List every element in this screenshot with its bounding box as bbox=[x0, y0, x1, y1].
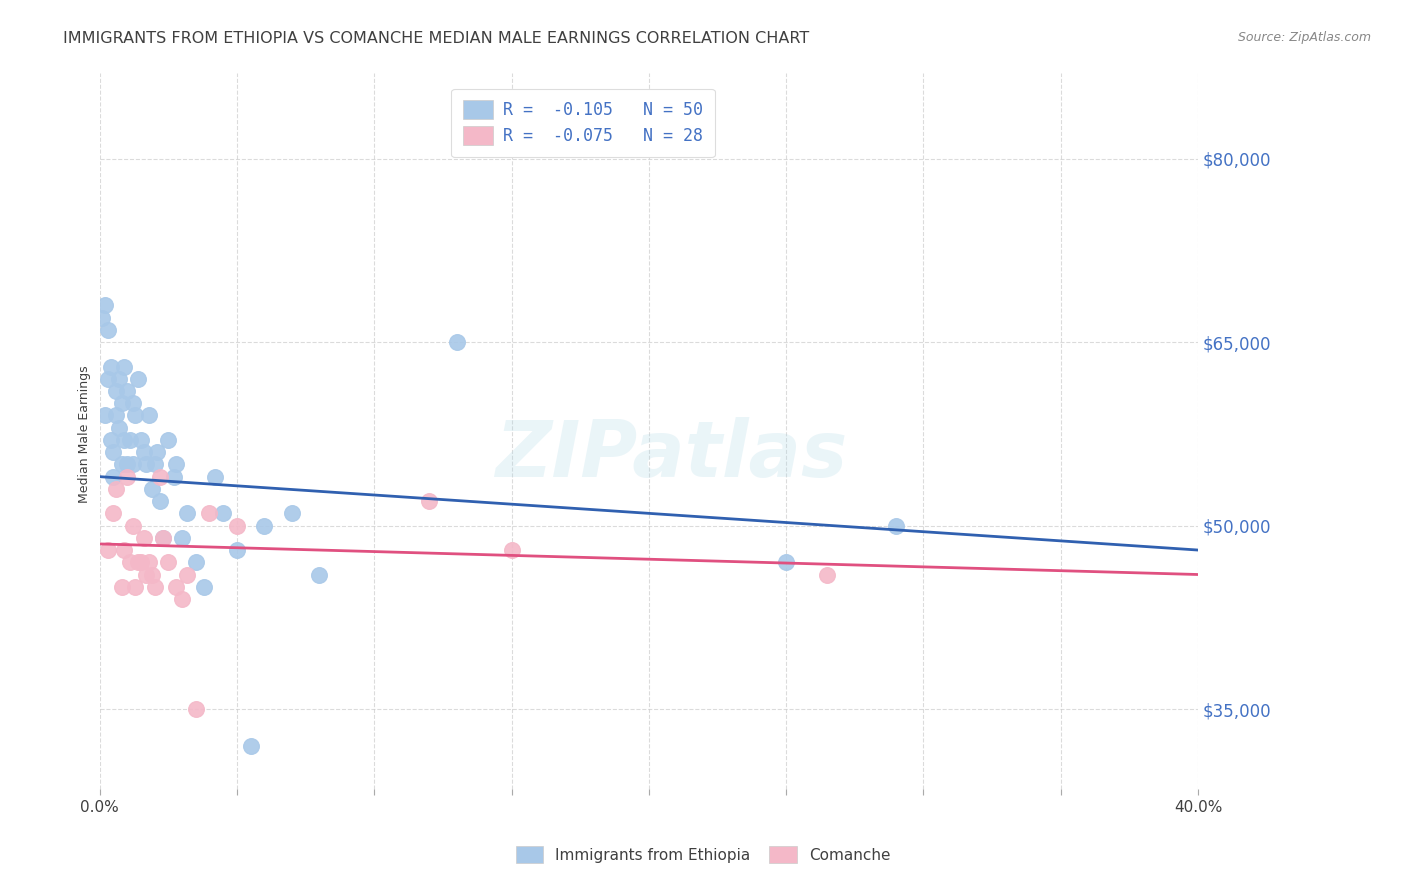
Point bbox=[149, 494, 172, 508]
Point bbox=[253, 518, 276, 533]
Point bbox=[118, 555, 141, 569]
Point bbox=[176, 567, 198, 582]
Point bbox=[108, 421, 131, 435]
Point bbox=[198, 507, 221, 521]
Point bbox=[775, 555, 797, 569]
Point bbox=[884, 518, 907, 533]
Point bbox=[91, 310, 114, 325]
Point bbox=[97, 372, 120, 386]
Point bbox=[212, 507, 235, 521]
Point bbox=[141, 482, 163, 496]
Point bbox=[138, 409, 160, 423]
Point bbox=[239, 739, 262, 753]
Point bbox=[157, 555, 180, 569]
Point bbox=[110, 580, 132, 594]
Point bbox=[132, 531, 155, 545]
Point bbox=[94, 409, 117, 423]
Point bbox=[225, 543, 247, 558]
Point bbox=[105, 482, 128, 496]
Point bbox=[132, 445, 155, 459]
Point bbox=[166, 580, 188, 594]
Point bbox=[97, 543, 120, 558]
Point bbox=[157, 433, 180, 447]
Point bbox=[225, 518, 247, 533]
Point bbox=[170, 592, 193, 607]
Legend: Immigrants from Ethiopia, Comanche: Immigrants from Ethiopia, Comanche bbox=[508, 838, 898, 871]
Point bbox=[184, 555, 207, 569]
Point bbox=[176, 507, 198, 521]
Point bbox=[108, 372, 131, 386]
Legend: R =  -0.105   N = 50, R =  -0.075   N = 28: R = -0.105 N = 50, R = -0.075 N = 28 bbox=[451, 88, 714, 157]
Point bbox=[446, 335, 468, 350]
Point bbox=[110, 396, 132, 410]
Y-axis label: Median Male Earnings: Median Male Earnings bbox=[79, 365, 91, 503]
Point bbox=[124, 409, 146, 423]
Point bbox=[308, 567, 330, 582]
Point bbox=[97, 323, 120, 337]
Point bbox=[170, 531, 193, 545]
Point bbox=[129, 555, 152, 569]
Point bbox=[127, 372, 149, 386]
Point bbox=[141, 567, 163, 582]
Point bbox=[127, 555, 149, 569]
Point bbox=[152, 531, 174, 545]
Point bbox=[121, 518, 143, 533]
Point bbox=[103, 507, 125, 521]
Point bbox=[115, 458, 138, 472]
Point bbox=[163, 469, 186, 483]
Point bbox=[124, 580, 146, 594]
Point bbox=[100, 359, 122, 374]
Point bbox=[152, 531, 174, 545]
Point bbox=[135, 567, 157, 582]
Point bbox=[94, 298, 117, 312]
Point bbox=[103, 445, 125, 459]
Point bbox=[112, 359, 135, 374]
Point bbox=[138, 555, 160, 569]
Point bbox=[121, 396, 143, 410]
Text: IMMIGRANTS FROM ETHIOPIA VS COMANCHE MEDIAN MALE EARNINGS CORRELATION CHART: IMMIGRANTS FROM ETHIOPIA VS COMANCHE MED… bbox=[63, 31, 810, 46]
Point bbox=[110, 458, 132, 472]
Point bbox=[115, 384, 138, 398]
Point bbox=[204, 469, 226, 483]
Text: ZIPatlas: ZIPatlas bbox=[495, 417, 846, 493]
Point bbox=[129, 433, 152, 447]
Point bbox=[815, 567, 838, 582]
Text: Source: ZipAtlas.com: Source: ZipAtlas.com bbox=[1237, 31, 1371, 45]
Point bbox=[100, 433, 122, 447]
Point bbox=[149, 469, 172, 483]
Point bbox=[143, 580, 166, 594]
Point bbox=[112, 543, 135, 558]
Point bbox=[418, 494, 440, 508]
Point bbox=[166, 458, 188, 472]
Point bbox=[143, 458, 166, 472]
Point bbox=[115, 469, 138, 483]
Point bbox=[146, 445, 169, 459]
Point bbox=[118, 433, 141, 447]
Point bbox=[112, 433, 135, 447]
Point bbox=[121, 458, 143, 472]
Point bbox=[103, 469, 125, 483]
Point bbox=[501, 543, 523, 558]
Point bbox=[184, 702, 207, 716]
Point bbox=[135, 458, 157, 472]
Point bbox=[105, 384, 128, 398]
Point bbox=[193, 580, 215, 594]
Point bbox=[105, 409, 128, 423]
Point bbox=[281, 507, 304, 521]
